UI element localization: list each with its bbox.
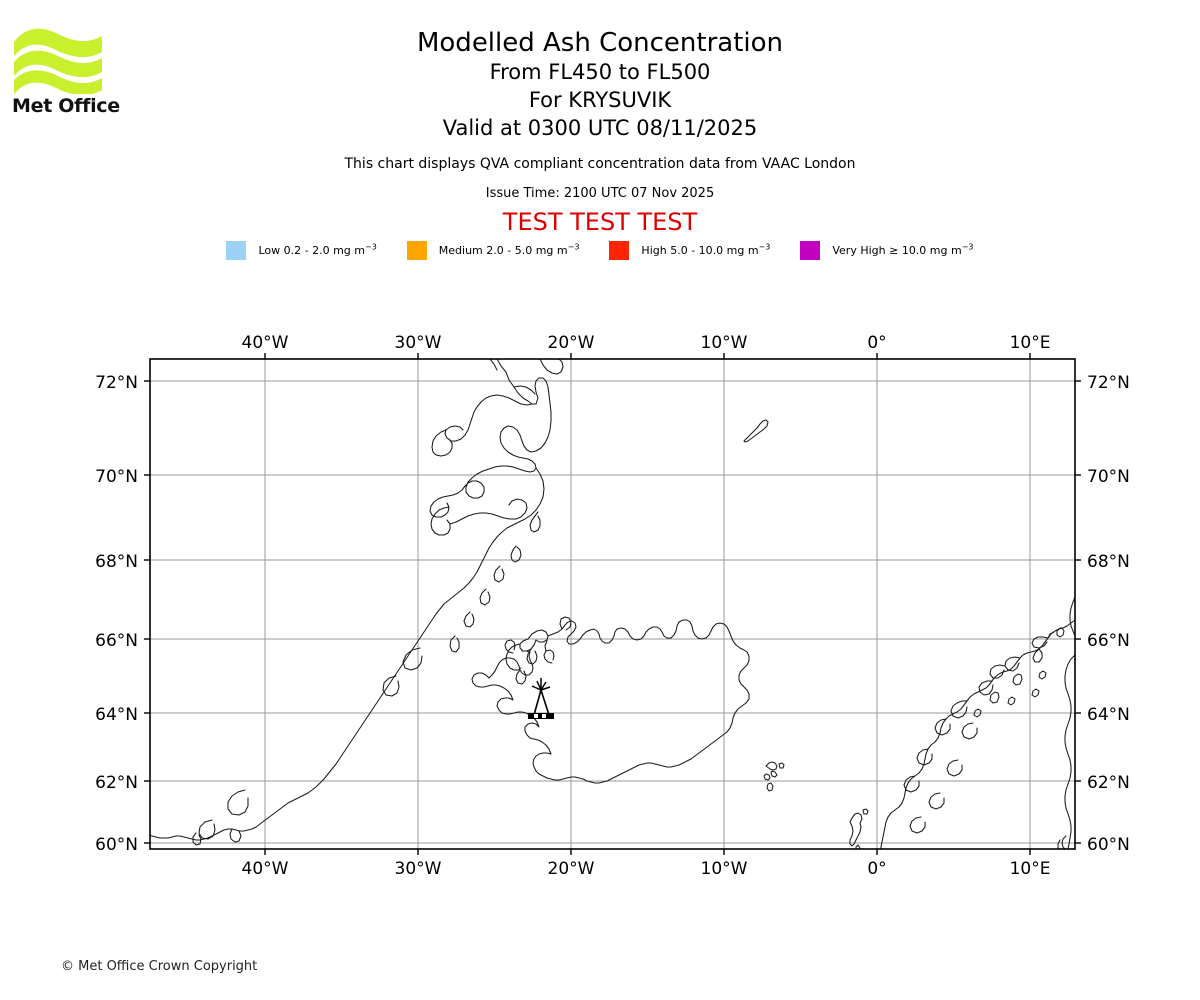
- lat-tick-right-5: 62°N: [1087, 773, 1130, 793]
- legend-swatch-very-high: [800, 241, 821, 260]
- lon-tick-bottom-0: 40°W: [242, 859, 289, 879]
- lon-tick-top-1: 30°W: [395, 333, 442, 353]
- volcano-marker-krysuvik: [528, 678, 554, 719]
- met-office-wave-logo: [14, 28, 102, 94]
- met-office-wordmark: Met Office: [12, 95, 120, 117]
- coastline-faroe-islands: [763, 761, 785, 792]
- lat-tick-right-4: 64°N: [1087, 705, 1130, 725]
- coastline-norway-islands: [973, 627, 1065, 718]
- latitude-labels-left: 72°N 70°N 68°N 66°N 64°N 62°N 60°N: [95, 373, 138, 855]
- lat-tick-right-6: 60°N: [1087, 835, 1130, 855]
- volcano-name: For KRYSUVIK: [528, 88, 672, 112]
- longitude-labels-top: 40°W 30°W 20°W 10°W 0° 10°E: [242, 333, 1051, 353]
- map-tickmarks: [144, 353, 1081, 855]
- lat-tick-right-3: 66°N: [1087, 631, 1130, 651]
- lon-tick-bottom-2: 20°W: [548, 859, 595, 879]
- lat-tick-left-5: 62°N: [95, 773, 138, 793]
- lon-tick-top-3: 10°W: [701, 333, 748, 353]
- lat-tick-left-4: 64°N: [95, 705, 138, 725]
- coastline-greenland: [150, 359, 552, 841]
- lat-tick-right-2: 68°N: [1087, 552, 1130, 572]
- lon-tick-bottom-5: 10°E: [1010, 859, 1051, 879]
- legend-label-very-high: Very High ≥ 10.0 mg m−3: [832, 242, 974, 257]
- legend-item-very-high: Very High ≥ 10.0 mg m−3: [800, 241, 974, 260]
- lat-tick-right-1: 70°N: [1087, 467, 1130, 487]
- coastline-jan-mayen: [743, 419, 769, 443]
- lat-tick-left-2: 68°N: [95, 552, 138, 572]
- legend-label-low: Low 0.2 - 2.0 mg m−3: [258, 242, 377, 257]
- coastline-greenland-top: [489, 359, 498, 371]
- page-title: Modelled Ash Concentration: [416, 28, 784, 58]
- legend-swatch-high: [609, 241, 630, 260]
- lat-tick-left-0: 72°N: [95, 373, 138, 393]
- latitude-labels-right: 72°N 70°N 68°N 66°N 64°N 62°N 60°N: [1087, 373, 1130, 855]
- coastline-norway: [880, 619, 1075, 849]
- legend-item-low: Low 0.2 - 2.0 mg m−3: [226, 241, 377, 260]
- issue-time: Issue Time: 2100 UTC 07 Nov 2025: [485, 186, 715, 201]
- valid-time: Valid at 0300 UTC 08/11/2025: [442, 116, 758, 140]
- legend-label-medium: Medium 2.0 - 5.0 mg m−3: [438, 242, 580, 257]
- concentration-legend: Low 0.2 - 2.0 mg m−3 Medium 2.0 - 5.0 mg…: [0, 241, 1200, 260]
- legend-item-high: High 5.0 - 10.0 mg m−3: [609, 241, 770, 260]
- lon-tick-top-2: 20°W: [548, 333, 595, 353]
- legend-swatch-medium: [406, 241, 427, 260]
- coastline-denmark: [1057, 835, 1067, 849]
- coastline-shetland: [849, 808, 869, 849]
- legend-swatch-low: [226, 241, 247, 260]
- qva-note: This chart displays QVA compliant concen…: [344, 156, 856, 172]
- chart-header: Modelled Ash Concentration From FL450 to…: [0, 0, 1200, 236]
- map-plot-frame: [149, 358, 1076, 850]
- coastline-greenland-fjords: [192, 511, 541, 846]
- lon-tick-bottom-1: 30°W: [395, 859, 442, 879]
- map-gridlines: [150, 359, 1075, 849]
- coastline-iceland: [471, 619, 750, 784]
- coastline-iceland-westfjords: [515, 616, 572, 685]
- coastline-norway-fjords: [903, 636, 1049, 834]
- lon-tick-bottom-4: 0°: [867, 859, 886, 879]
- lon-tick-bottom-3: 10°W: [701, 859, 748, 879]
- met-office-logo: Met Office: [12, 22, 122, 117]
- test-banner: TEST TEST TEST: [502, 208, 698, 236]
- copyright-notice: © Met Office Crown Copyright: [61, 959, 258, 974]
- coastlines: [150, 359, 1075, 849]
- lon-tick-top-5: 10°E: [1010, 333, 1051, 353]
- lon-tick-top-0: 40°W: [242, 333, 289, 353]
- coastline-sweden: [1064, 596, 1075, 849]
- lat-tick-left-3: 66°N: [95, 631, 138, 651]
- lon-tick-top-4: 0°: [867, 333, 886, 353]
- legend-item-medium: Medium 2.0 - 5.0 mg m−3: [406, 241, 580, 260]
- legend-label-high: High 5.0 - 10.0 mg m−3: [641, 242, 771, 257]
- longitude-labels-bottom: 40°W 30°W 20°W 10°W 0° 10°E: [242, 859, 1051, 879]
- flight-level-range: From FL450 to FL500: [489, 60, 711, 84]
- lat-tick-left-6: 60°N: [95, 835, 138, 855]
- lat-tick-right-0: 72°N: [1087, 373, 1130, 393]
- coastline-greenland-north: [513, 359, 564, 395]
- lat-tick-left-1: 70°N: [95, 467, 138, 487]
